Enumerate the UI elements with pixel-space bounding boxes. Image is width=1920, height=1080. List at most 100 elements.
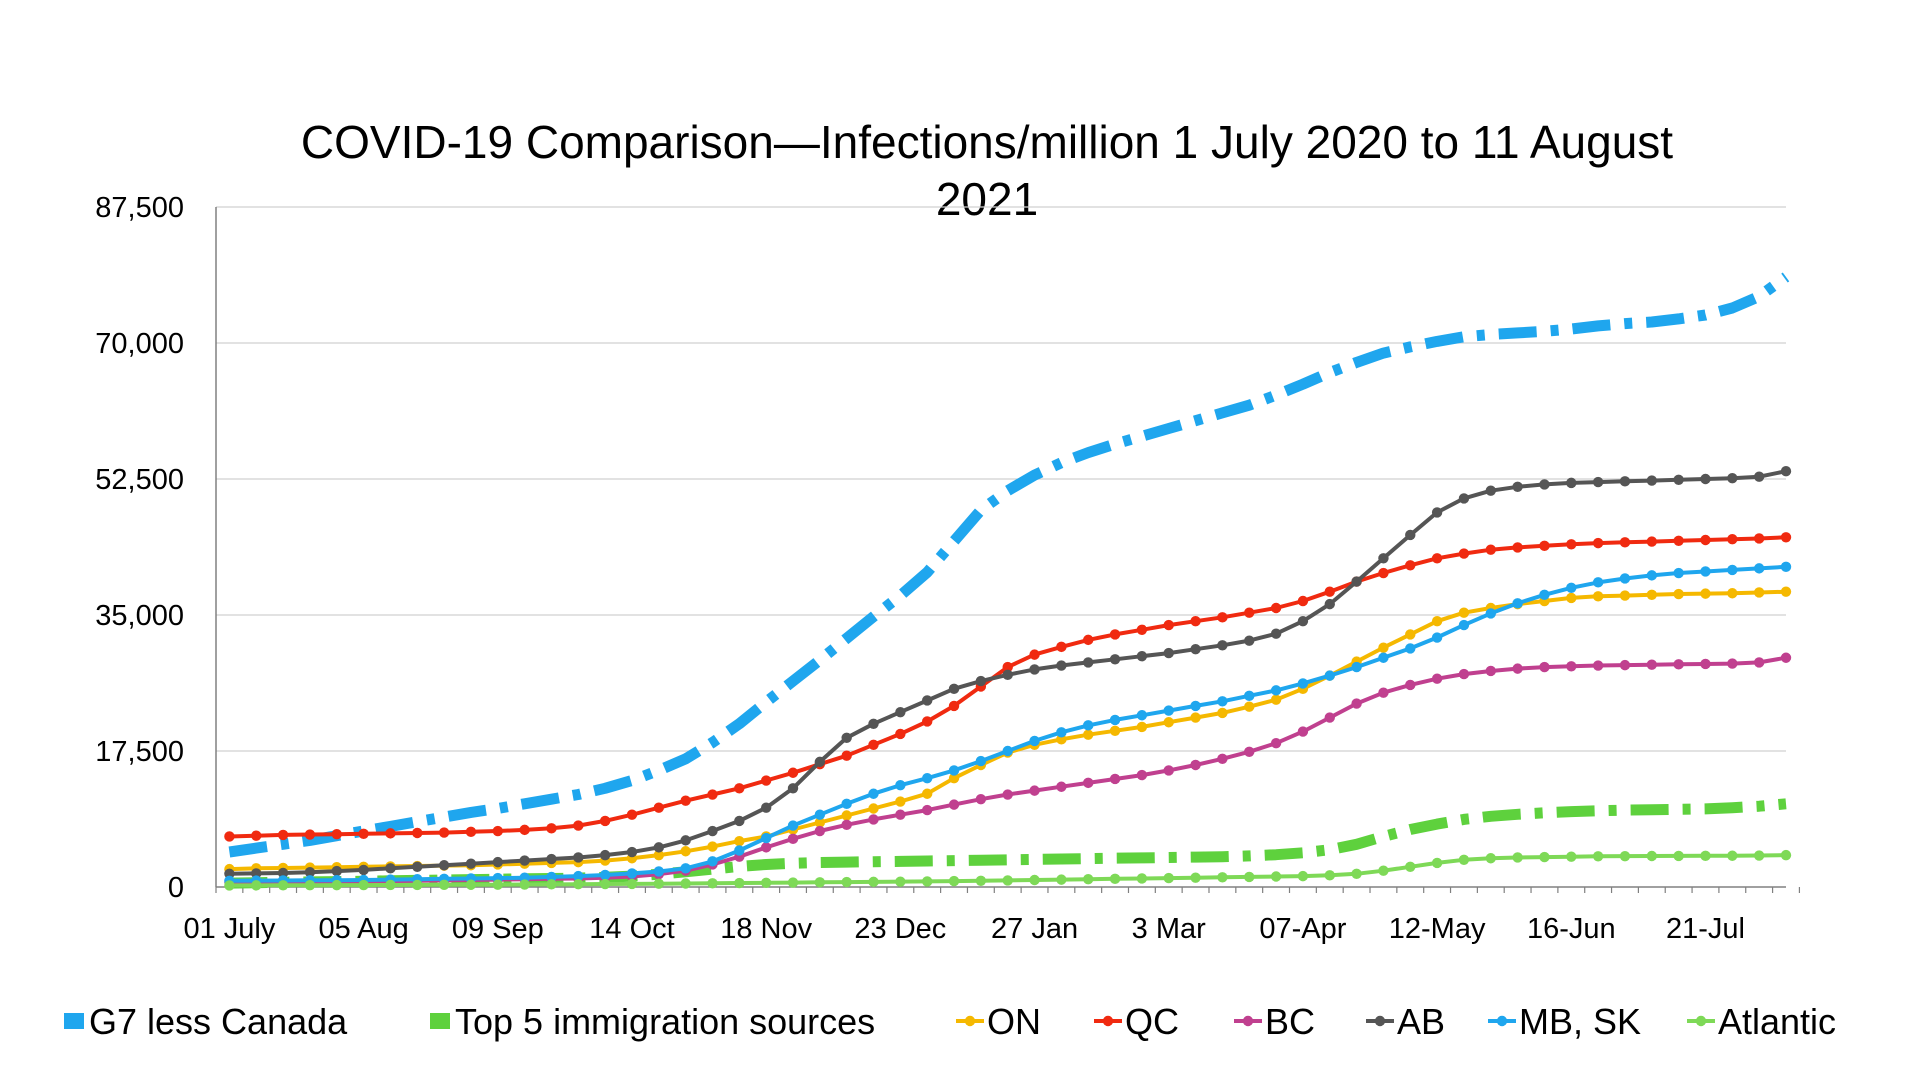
data-point — [331, 828, 342, 840]
data-point — [1270, 694, 1282, 705]
data-point — [1431, 632, 1443, 643]
legend-label: AB — [1397, 1001, 1445, 1042]
data-point — [948, 799, 960, 810]
x-tick-label: 01 July — [183, 913, 275, 945]
legend-item: ON — [956, 1001, 1041, 1042]
data-point — [492, 879, 503, 890]
data-point — [1351, 576, 1362, 587]
data-point — [1056, 641, 1067, 653]
data-point — [573, 820, 584, 831]
data-point — [1539, 479, 1550, 490]
data-point — [1512, 598, 1523, 609]
data-point — [1646, 659, 1658, 670]
data-point — [1109, 629, 1121, 640]
x-tick-label: 23 Dec — [854, 913, 946, 945]
data-point — [1029, 649, 1040, 660]
data-point — [948, 765, 960, 776]
series-lines — [224, 272, 1792, 891]
series-qc — [224, 532, 1792, 842]
data-point — [1190, 759, 1201, 771]
data-point — [438, 827, 450, 838]
data-point — [1324, 670, 1335, 681]
legend-item: Atlantic — [1687, 1001, 1836, 1042]
data-point — [1780, 561, 1792, 573]
data-point — [1458, 619, 1470, 631]
data-point — [1217, 640, 1228, 651]
data-point — [1136, 769, 1148, 781]
data-point — [1619, 537, 1631, 548]
data-point — [1512, 542, 1523, 553]
data-point — [707, 878, 718, 889]
data-point — [1619, 590, 1631, 601]
legend: G7 less Canada Top 5 immigration sources O… — [64, 1001, 1836, 1042]
data-point — [277, 880, 289, 891]
data-point — [707, 856, 718, 867]
data-point — [1700, 473, 1711, 485]
data-point — [1512, 481, 1523, 492]
data-point — [1109, 654, 1121, 665]
data-point — [1727, 473, 1738, 484]
data-point — [734, 845, 745, 856]
data-point — [734, 815, 745, 827]
y-tick-label: 35,000 — [95, 600, 184, 632]
legend-marker — [1242, 1015, 1254, 1027]
data-point — [1378, 687, 1389, 698]
data-point — [519, 824, 530, 836]
data-point — [438, 879, 450, 891]
chart-title-line-1: COVID-19 Comparison—Infections/million 1… — [301, 116, 1673, 168]
data-point — [1458, 493, 1470, 504]
data-point — [787, 833, 799, 845]
data-point — [1056, 660, 1067, 671]
legend-label: Atlantic — [1718, 1001, 1836, 1042]
data-point — [1136, 873, 1148, 884]
data-point — [1431, 616, 1443, 627]
data-point — [1566, 477, 1577, 489]
data-point — [1592, 577, 1604, 588]
data-point — [1753, 850, 1765, 861]
data-point — [1324, 598, 1335, 610]
data-point — [1270, 871, 1282, 882]
data-point — [1619, 850, 1631, 862]
data-point — [760, 775, 772, 786]
data-point — [1136, 650, 1148, 662]
data-point — [921, 804, 933, 816]
data-point — [868, 876, 879, 888]
data-point — [868, 814, 879, 825]
data-point — [1458, 668, 1470, 680]
x-tick-label: 09 Sep — [452, 913, 544, 945]
legend-item: Top 5 immigration sources — [430, 1001, 875, 1042]
data-point — [707, 789, 718, 800]
data-point — [304, 829, 316, 840]
data-point — [1324, 870, 1335, 881]
data-point — [1780, 532, 1792, 543]
data-point — [1270, 738, 1282, 749]
data-point — [331, 865, 342, 877]
data-point — [546, 853, 557, 865]
data-point — [1727, 588, 1738, 599]
data-point — [546, 879, 557, 890]
data-point — [1673, 567, 1684, 579]
data-point — [1083, 874, 1094, 885]
data-point — [277, 829, 289, 841]
data-point — [385, 863, 396, 874]
data-point — [653, 866, 665, 877]
data-point — [1109, 873, 1121, 885]
data-point — [1458, 548, 1470, 559]
legend-label: Top 5 immigration sources — [455, 1001, 875, 1042]
data-point — [1753, 587, 1765, 598]
data-point — [224, 831, 235, 842]
gridlines — [216, 206, 1786, 752]
data-point — [573, 852, 584, 863]
data-point — [948, 875, 960, 887]
data-point — [1002, 745, 1013, 757]
data-point — [1378, 652, 1389, 663]
series-line — [229, 589, 1787, 872]
data-point — [1190, 872, 1201, 883]
data-point — [1351, 661, 1362, 673]
data-point — [868, 739, 879, 750]
data-point — [975, 675, 987, 687]
data-point — [1673, 474, 1684, 485]
data-point — [492, 825, 503, 837]
x-tick-label: 14 Oct — [589, 913, 674, 945]
